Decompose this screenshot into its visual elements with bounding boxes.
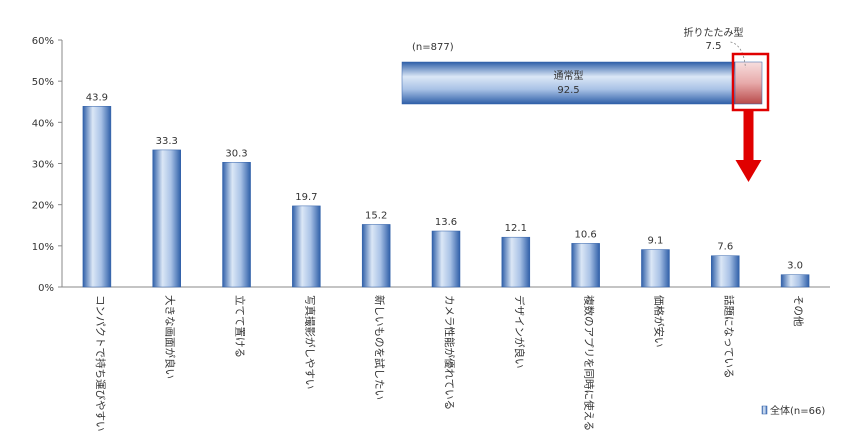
labels: 43.9 33.3 30.3 19.7 15.2 13.6 12.1 10.6 9.1 7.6 3.… [86,92,803,271]
category-label: 写真撮影がしやすい [303,295,316,389]
highlight-arrow-head [735,160,762,182]
data-label: 15.2 [365,210,387,221]
bars [82,106,810,288]
y-tick-label: 20% [32,201,54,212]
data-label: 30.3 [225,148,247,159]
bar [82,106,112,288]
bar [641,249,670,288]
data-label: 43.9 [86,92,108,103]
bar [780,274,810,288]
y-tick-label: 50% [32,77,54,88]
legend-swatch [761,405,768,415]
bar [711,255,740,288]
data-label: 7.6 [717,242,733,253]
category-label: カメラ性能が優れている [443,295,456,410]
data-label: 3.0 [787,261,803,272]
category-label: コンパクトで持ち運びやすい [94,295,107,432]
data-label: 10.6 [575,229,597,240]
bar [361,224,391,288]
inset-chart: (n=877) 通常型 92.5 折りたたみ型 7.5 [401,26,770,182]
bar [292,205,321,288]
inset-segment-name: 通常型 [554,69,584,82]
y-tick-label: 0% [38,283,54,294]
bar [152,149,181,288]
y-tick-label: 60% [32,36,54,47]
inset-leader-line [730,41,746,69]
inset-highlight-name: 折りたたみ型 [684,26,744,39]
category-label: 価格が安い [652,295,665,348]
category-label: 大きな画面が良い [164,295,177,379]
legend: 全体(n=66) [761,404,825,417]
category-label: その他 [792,295,805,327]
category-label: デザインが良い [513,295,526,369]
category-label: 話題になっている [722,295,735,378]
y-tick-label: 10% [32,242,54,253]
data-label: 33.3 [156,136,178,147]
data-label: 13.6 [435,217,457,228]
inset-sample-label: (n=877) [412,42,454,53]
category-label: 立てて置ける [234,295,247,358]
category-labels: コンパクトで持ち運びやすい 大きな画面が良い 立てて置ける 写真撮影がしやすい 新しいも… [94,295,805,432]
inset-highlight-value: 7.5 [706,41,722,52]
category-label: 新しいものを試したい [373,295,386,400]
y-tick-label: 30% [32,160,54,171]
data-label: 19.7 [295,192,317,203]
inset-segment-value: 92.5 [557,85,579,96]
axes: 0% 10% 20% 30% 40% 50% 60% [32,36,830,294]
category-label: 複数のアプリを同時に使える [583,295,596,431]
highlight-arrow-shaft [743,110,754,160]
bar [431,230,461,288]
bar [501,236,531,288]
inset-segment [401,61,736,105]
data-label: 9.1 [648,236,664,247]
bar [571,243,600,288]
data-label: 12.1 [505,223,527,234]
legend-label: 全体(n=66) [770,404,825,417]
inset-segment-highlight [734,61,763,105]
bar [222,162,251,288]
y-tick-label: 40% [32,118,54,129]
